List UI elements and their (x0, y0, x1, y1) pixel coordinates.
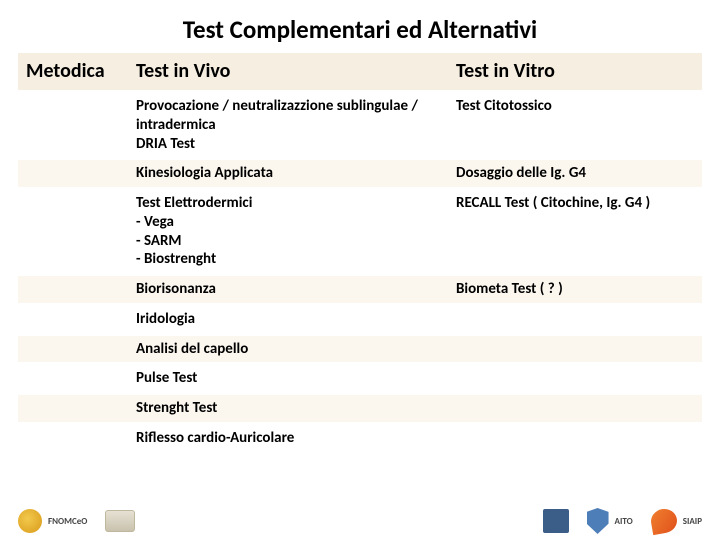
logo-label: AITO (615, 516, 633, 527)
col-header-vitro: Test in Vitro (448, 53, 702, 92)
cell-vitro (448, 394, 702, 424)
footer-logos: FNOMCeO AITO SIAIP (0, 508, 720, 534)
logo-sq (543, 509, 569, 533)
table-row: Riflesso cardio-Auricolare (18, 423, 702, 453)
cell-metodica (18, 394, 128, 424)
cell-vitro: Dosaggio delle Ig. G4 (448, 159, 702, 189)
table-row: Analisi del capello (18, 334, 702, 364)
cell-vivo: Kinesiologia Applicata (128, 159, 448, 189)
logo-siaip: SIAIP (651, 509, 702, 533)
cell-vivo: Iridologia (128, 304, 448, 334)
shield-icon (587, 508, 609, 534)
table-row: Kinesiologia Applicata Dosaggio delle Ig… (18, 159, 702, 189)
main-table: Metodica Test in Vivo Test in Vitro Prov… (18, 53, 702, 455)
logo-scroll (105, 510, 135, 532)
cell-vivo: Strenght Test (128, 394, 448, 424)
page-title: Test Complementari ed Alternativi (18, 14, 702, 45)
logo-label: FNOMCeO (48, 516, 87, 527)
table-row: Test Elettrodermici - Vega - SARM - Bios… (18, 189, 702, 275)
cell-vivo: Test Elettrodermici - Vega - SARM - Bios… (128, 189, 448, 275)
table-row: Biorisonanza Biometa Test ( ? ) (18, 275, 702, 305)
cell-metodica (18, 423, 128, 453)
logo-aito: AITO (587, 508, 633, 534)
cell-vivo: Biorisonanza (128, 275, 448, 305)
cell-vivo: Pulse Test (128, 364, 448, 394)
cell-vivo: Analisi del capello (128, 334, 448, 364)
table-row: Provocazione / neutralizazzione sublingu… (18, 92, 702, 159)
logo-fnomceo: FNOMCeO (18, 509, 87, 533)
leaf-icon (649, 507, 679, 535)
table-row: Pulse Test (18, 364, 702, 394)
cell-metodica (18, 364, 128, 394)
table-header-row: Metodica Test in Vivo Test in Vitro (18, 53, 702, 92)
cell-vitro (448, 334, 702, 364)
cell-vitro: RECALL Test ( Citochine, Ig. G4 ) (448, 189, 702, 275)
cell-metodica (18, 334, 128, 364)
col-header-vivo: Test in Vivo (128, 53, 448, 92)
logo-label: SIAIP (683, 516, 702, 527)
cell-vitro: Biometa Test ( ? ) (448, 275, 702, 305)
cell-metodica (18, 275, 128, 305)
cell-vivo: Provocazione / neutralizazzione sublingu… (128, 92, 448, 159)
scroll-icon (105, 510, 135, 532)
cell-metodica (18, 189, 128, 275)
slide: Test Complementari ed Alternativi Metodi… (0, 0, 720, 540)
cell-metodica (18, 304, 128, 334)
table-row: Iridologia (18, 304, 702, 334)
cell-vitro (448, 304, 702, 334)
cell-vitro (448, 364, 702, 394)
cell-vitro: Test Citotossico (448, 92, 702, 159)
square-icon (543, 509, 569, 533)
seal-icon (18, 509, 42, 533)
cell-vivo: Riflesso cardio-Auricolare (128, 423, 448, 453)
cell-vitro (448, 423, 702, 453)
cell-metodica (18, 92, 128, 159)
col-header-metodica: Metodica (18, 53, 128, 92)
table-row: Strenght Test (18, 394, 702, 424)
cell-metodica (18, 159, 128, 189)
